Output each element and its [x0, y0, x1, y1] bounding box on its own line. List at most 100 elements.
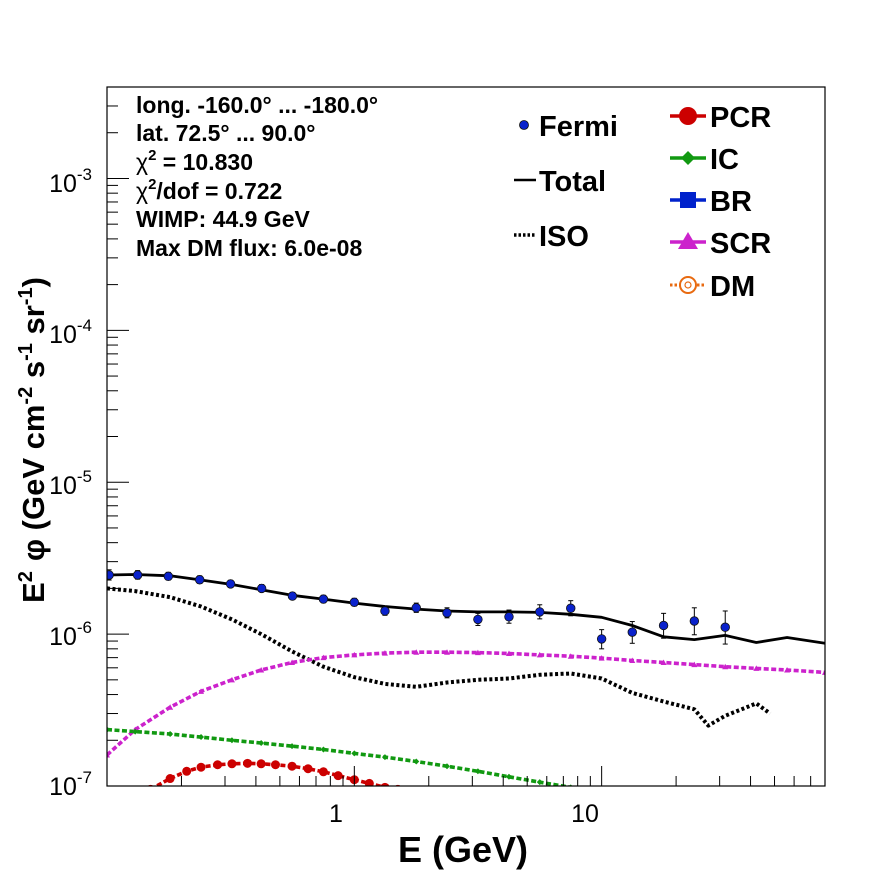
- fermi-data-point: [411, 603, 421, 613]
- legend-item-dm: DM: [670, 271, 755, 303]
- series-point-ic: [381, 754, 388, 761]
- fermi-data-point: [442, 608, 452, 618]
- series-point-ic: [474, 768, 481, 775]
- series-point-ic: [444, 763, 451, 770]
- series-point-scr: [258, 667, 265, 673]
- series-point-ic: [107, 726, 110, 733]
- series-point-ic: [581, 786, 587, 792]
- series-point-scr: [598, 655, 605, 661]
- legend-label-pcr: PCR: [710, 102, 771, 134]
- series-point-ic: [132, 728, 139, 735]
- y-tick-labels: 10-7 10-6 10-5 10-4 10-3: [49, 165, 92, 801]
- series-point-scr: [753, 665, 760, 671]
- series-line-scr: [107, 650, 825, 757]
- series-point-ic: [198, 734, 205, 741]
- y-tick-label-1e-5: 10-5: [49, 467, 92, 500]
- legend-item-total: Total: [514, 166, 606, 198]
- series-line-ic: [107, 727, 575, 786]
- legend-item-scr: SCR: [670, 228, 771, 260]
- y-tick-label-1e-3: 10-3: [49, 165, 92, 198]
- fermi-data-point: [256, 583, 267, 594]
- fermi-data-point: [627, 627, 637, 637]
- series-point-scr: [107, 751, 110, 758]
- series-point-pcr: [213, 760, 223, 770]
- series-line-total: [107, 573, 825, 645]
- legend-label-total: Total: [539, 166, 606, 198]
- series-point-pcr: [380, 782, 390, 786]
- x-tick-label-10: 10: [571, 800, 599, 828]
- series-point-pcr: [364, 778, 374, 786]
- series-point-ic: [505, 773, 512, 780]
- series-point-scr: [474, 649, 481, 656]
- series-point-ic: [228, 737, 235, 744]
- series-point-scr: [444, 649, 451, 655]
- fermi-data-point: [318, 594, 329, 604]
- legend-marker-scr: [678, 232, 698, 249]
- series-point-ic: [167, 730, 174, 737]
- x-axis-title: E (GeV): [398, 829, 528, 870]
- series-point-pcr: [287, 761, 297, 771]
- series-point-ic: [536, 779, 543, 786]
- series-point-scr: [381, 650, 388, 656]
- fermi-data-point: [473, 614, 483, 625]
- legend-label-fermi: Fermi: [539, 111, 618, 143]
- fermi-data-point: [535, 607, 545, 617]
- series-point-pcr: [270, 760, 280, 770]
- legend-label-br: BR: [710, 186, 752, 218]
- y-axis-title: E2φ (GeV cm-2 s-1 sr-1): [15, 277, 51, 603]
- fermi-data-point: [107, 570, 114, 580]
- series-point-pcr: [196, 762, 206, 772]
- series-point-scr: [198, 688, 205, 694]
- legend-marker-dm: [679, 276, 697, 294]
- legend-item-br: BR: [670, 186, 752, 218]
- series-point-pcr: [333, 771, 343, 781]
- annotation-latitude: lat. 72.5° ... 90.0°: [136, 120, 316, 146]
- series-point-scr: [784, 667, 791, 673]
- x-tick-label-1: 1: [329, 800, 343, 828]
- series-point-pcr: [318, 767, 328, 777]
- legend: Fermi Total ISO PCR IC BR SCR: [514, 102, 771, 303]
- legend-label-iso: ISO: [539, 221, 589, 253]
- fermi-data-point: [596, 634, 607, 644]
- legend-label-dm: DM: [710, 271, 755, 303]
- series-point-scr: [536, 651, 543, 658]
- legend-item-ic: IC: [670, 144, 739, 176]
- series-point-scr: [822, 669, 825, 675]
- series-point-pcr: [227, 759, 237, 769]
- fermi-data-point: [720, 622, 730, 632]
- series-point-pcr: [182, 766, 192, 776]
- series-point-ic: [320, 746, 327, 753]
- legend-marker-fermi: [519, 120, 529, 130]
- y-tick-label-1e-4: 10-4: [49, 316, 92, 349]
- legend-marker-dm-inner: [684, 281, 692, 289]
- annotation-longitude: long. -160.0° ... -180.0°: [136, 92, 378, 118]
- fermi-data-point: [380, 606, 390, 616]
- series-point-scr: [413, 649, 420, 655]
- plot-markers: [107, 569, 825, 792]
- annotation-max-dm-flux: Max DM flux: 6.0e-08: [136, 235, 362, 261]
- fermi-data-point: [132, 570, 143, 580]
- y-tick-label-1e-6: 10-6: [49, 618, 92, 651]
- legend-label-ic: IC: [710, 144, 739, 176]
- fermi-data-point: [194, 575, 205, 585]
- annotation-chi2-dof: χ2/dof = 0.722: [136, 176, 282, 204]
- series-point-scr: [629, 657, 636, 664]
- series-point-ic: [413, 758, 420, 765]
- series-point-scr: [351, 651, 358, 658]
- series-point-scr: [567, 653, 574, 659]
- series-point-ic: [258, 739, 265, 746]
- annotation-wimp: WIMP: 44.9 GeV: [136, 206, 310, 232]
- fermi-data-point: [225, 579, 236, 589]
- fit-info-box: long. -160.0° ... -180.0° lat. 72.5° ...…: [136, 92, 378, 261]
- series-point-pcr: [165, 774, 175, 784]
- series-line-iso: [107, 586, 772, 728]
- legend-label-scr: SCR: [710, 228, 771, 260]
- plot-curves: [107, 573, 825, 786]
- y-tick-label-1e-7: 10-7: [49, 768, 92, 801]
- legend-item-fermi: Fermi: [519, 111, 618, 143]
- series-point-pcr: [256, 759, 266, 769]
- fermi-data-point: [287, 591, 298, 601]
- series-point-pcr: [243, 758, 253, 768]
- fermi-data-point: [689, 616, 700, 626]
